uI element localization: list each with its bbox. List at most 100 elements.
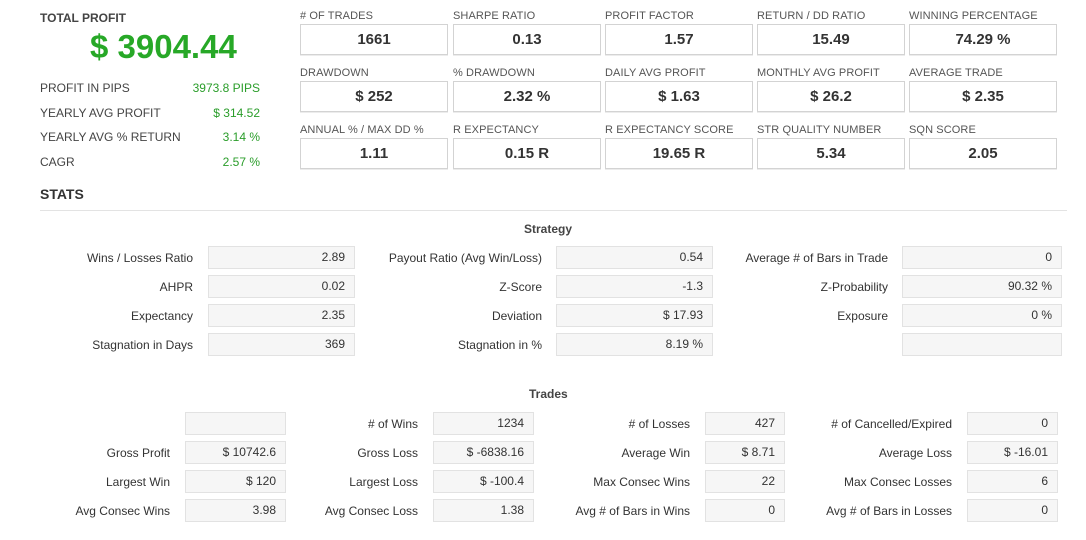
- metric-label: DRAWDOWN: [300, 67, 369, 79]
- trades-label: Max Consec Wins: [593, 475, 690, 489]
- strategy-label: Stagnation in Days: [92, 338, 193, 352]
- strategy-value: 8.19 %: [556, 333, 713, 356]
- strategy-value: $ 17.93: [556, 304, 713, 327]
- metric-label: % DRAWDOWN: [453, 67, 535, 79]
- strategy-value: 0 %: [902, 304, 1062, 327]
- summary-label: CAGR: [40, 155, 75, 169]
- strategy-label: Stagnation in %: [457, 338, 542, 352]
- metric-label: AVERAGE TRADE: [909, 67, 1003, 79]
- strategy-label: Wins / Losses Ratio: [86, 251, 193, 265]
- trades-label: Largest Loss: [349, 475, 418, 489]
- strategy-value: 2.89: [208, 246, 355, 269]
- metric-value: 15.49: [757, 24, 905, 55]
- trades-value: $ 10742.6: [185, 441, 286, 464]
- trades-label: # of Wins: [367, 417, 418, 431]
- trades-heading: Trades: [529, 387, 568, 401]
- metric-label: # OF TRADES: [300, 10, 374, 22]
- trades-label: Avg # of Bars in Wins: [575, 504, 691, 518]
- metric-value: 0.15 R: [453, 138, 601, 169]
- metric-trades-count: # OF TRADES 1661: [300, 10, 448, 55]
- metric-value: 2.05: [909, 138, 1057, 169]
- trades-value: 6: [967, 470, 1058, 493]
- metric-value: 19.65 R: [605, 138, 753, 169]
- metric-value: 1661: [300, 24, 448, 55]
- metric-percent-drawdown: % DRAWDOWN 2.32 %: [453, 67, 601, 112]
- metric-return-dd-ratio: RETURN / DD RATIO 15.49: [757, 10, 905, 55]
- trades-label: Gross Loss: [357, 446, 418, 460]
- metric-average-trade: AVERAGE TRADE $ 2.35: [909, 67, 1057, 112]
- trades-value: 3.98: [185, 499, 286, 522]
- strategy-value: [902, 333, 1062, 356]
- metric-label: R EXPECTANCY SCORE: [605, 124, 734, 136]
- metric-value: $ 2.35: [909, 81, 1057, 112]
- trades-label: # of Losses: [628, 417, 690, 431]
- metric-value: 74.29 %: [909, 24, 1057, 55]
- summary-label: YEARLY AVG PROFIT: [40, 106, 161, 120]
- trades-label: Avg # of Bars in Losses: [826, 504, 952, 518]
- trades-label: Largest Win: [105, 475, 170, 489]
- total-profit-label: TOTAL PROFIT: [40, 11, 126, 25]
- trades-value: 1.38: [433, 499, 534, 522]
- metric-value: 5.34: [757, 138, 905, 169]
- trades-label: Average Win: [621, 446, 690, 460]
- strategy-value: 0.54: [556, 246, 713, 269]
- metric-sharpe-ratio: SHARPE RATIO 0.13: [453, 10, 601, 55]
- metric-label: DAILY AVG PROFIT: [605, 67, 706, 79]
- trades-value: $ -16.01: [967, 441, 1058, 464]
- summary-label: YEARLY AVG % RETURN: [40, 130, 181, 144]
- strategy-label: Z-Score: [499, 280, 542, 294]
- trades-value: 1234: [433, 412, 534, 435]
- metric-value: 1.11: [300, 138, 448, 169]
- metric-r-expectancy: R EXPECTANCY 0.15 R: [453, 124, 601, 169]
- strategy-label: Expectancy: [130, 309, 193, 323]
- strategy-label: Average # of Bars in Trade: [745, 251, 888, 265]
- metric-label: MONTHLY AVG PROFIT: [757, 67, 880, 79]
- trades-label: Max Consec Losses: [843, 475, 952, 489]
- trades-value: 22: [705, 470, 785, 493]
- strategy-label: Payout Ratio (Avg Win/Loss): [388, 251, 542, 265]
- strategy-value: 2.35: [208, 304, 355, 327]
- trades-value: 0: [967, 412, 1058, 435]
- trades-label: # of Cancelled/Expired: [831, 417, 952, 431]
- summary-value: 3973.8 PIPS: [192, 81, 260, 95]
- metric-value: 0.13: [453, 24, 601, 55]
- trades-value: $ 8.71: [705, 441, 785, 464]
- trades-value: $ -100.4: [433, 470, 534, 493]
- trades-label: Avg Consec Wins: [75, 504, 170, 518]
- strategy-label: Z-Probability: [820, 280, 888, 294]
- metric-value: 2.32 %: [453, 81, 601, 112]
- metric-value: $ 1.63: [605, 81, 753, 112]
- trades-value: 0: [967, 499, 1058, 522]
- strategy-value: -1.3: [556, 275, 713, 298]
- trades-value: 0: [705, 499, 785, 522]
- trades-label: Gross Profit: [106, 446, 170, 460]
- summary-label: PROFIT IN PIPS: [40, 81, 130, 95]
- metric-label: ANNUAL % / MAX DD %: [300, 124, 424, 136]
- strategy-value: 0.02: [208, 275, 355, 298]
- stats-heading: STATS: [40, 186, 84, 202]
- stats-divider: [40, 210, 1067, 211]
- trades-label: Average Loss: [878, 446, 952, 460]
- metric-value: 1.57: [605, 24, 753, 55]
- metric-str-quality-number: STR QUALITY NUMBER 5.34: [757, 124, 905, 169]
- trades-value: $ -6838.16: [433, 441, 534, 464]
- metric-label: STR QUALITY NUMBER: [757, 124, 882, 136]
- trades-value: [185, 412, 286, 435]
- metric-monthly-avg-profit: MONTHLY AVG PROFIT $ 26.2: [757, 67, 905, 112]
- metric-sqn-score: SQN SCORE 2.05: [909, 124, 1057, 169]
- strategy-heading: Strategy: [524, 222, 573, 236]
- metric-drawdown: DRAWDOWN $ 252: [300, 67, 448, 112]
- trades-value: 427: [705, 412, 785, 435]
- metric-label: R EXPECTANCY: [453, 124, 539, 136]
- metric-value: $ 26.2: [757, 81, 905, 112]
- metric-label: WINNING PERCENTAGE: [909, 10, 1038, 22]
- metric-label: SQN SCORE: [909, 124, 976, 136]
- strategy-value: 369: [208, 333, 355, 356]
- metric-daily-avg-profit: DAILY AVG PROFIT $ 1.63: [605, 67, 753, 112]
- trades-label: Avg Consec Loss: [324, 504, 418, 518]
- metric-winning-percentage: WINNING PERCENTAGE 74.29 %: [909, 10, 1057, 55]
- total-profit-value: $ 3904.44: [90, 28, 237, 65]
- metric-annual-max-dd: ANNUAL % / MAX DD % 1.11: [300, 124, 448, 169]
- strategy-value: 0: [902, 246, 1062, 269]
- metric-label: PROFIT FACTOR: [605, 10, 694, 22]
